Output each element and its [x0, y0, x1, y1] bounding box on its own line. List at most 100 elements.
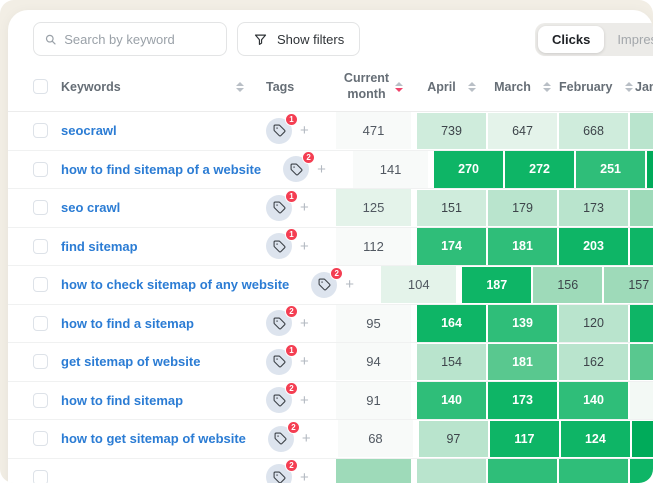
keyword-link[interactable]: how to find sitemap of a website — [61, 161, 262, 177]
current-month-cell: 68 — [337, 420, 413, 458]
heatmap-cell: 187 — [462, 266, 532, 303]
heatmap-cell: 167 — [630, 305, 653, 342]
tag-icon — [273, 394, 285, 407]
tag-chip[interactable]: 1 — [266, 112, 298, 144]
tag-icon — [274, 432, 287, 445]
heatmap-cell: 120 — [559, 305, 628, 342]
keyword-link[interactable]: how to find a sitemap — [61, 315, 194, 331]
current-month-cell: 95 — [336, 304, 411, 342]
row-checkbox[interactable] — [33, 392, 48, 408]
keyword-link[interactable]: how to check sitemap of any website — [61, 277, 290, 293]
row-checkbox[interactable] — [33, 123, 48, 139]
heatmap-cell: 270 — [434, 151, 504, 188]
tag-chip[interactable]: 2 — [311, 266, 344, 298]
heatmap-cell — [630, 459, 653, 483]
row-checkbox[interactable] — [33, 161, 48, 177]
current-month-column-header[interactable]: Current month — [336, 71, 411, 102]
month-column-header[interactable]: March — [488, 80, 557, 94]
heatmap-cell: 207 — [630, 228, 653, 265]
heatmap-cell: 272 — [505, 151, 575, 188]
add-tag-button[interactable]: + — [300, 353, 309, 371]
heatmap-cell: 193 — [630, 189, 653, 226]
row-checkbox[interactable] — [33, 354, 48, 370]
add-tag-button[interactable]: + — [301, 430, 311, 448]
tag-chip[interactable]: 2 — [266, 459, 298, 483]
keyword-link[interactable]: how to get sitemap of website — [61, 431, 246, 447]
sort-desc-icon[interactable] — [395, 81, 404, 92]
add-tag-button[interactable]: + — [300, 122, 309, 140]
keyword-link[interactable]: find sitemap — [61, 238, 138, 254]
current-month-cell: 471 — [336, 112, 411, 150]
sort-icon[interactable] — [236, 81, 244, 92]
tag-icon — [273, 124, 285, 137]
heatmap-cell: 326 — [647, 151, 653, 188]
toggle-impressions[interactable]: Impressions — [617, 32, 653, 47]
keyword-link[interactable]: seo crawl — [61, 200, 121, 216]
tag-chip[interactable]: 2 — [266, 382, 298, 414]
tag-count-badge: 2 — [285, 305, 298, 319]
table-row: how to check sitemap of any website 2 +104… — [8, 266, 653, 305]
keyword-link[interactable]: seocrawl — [61, 123, 117, 139]
table-row: how to get sitemap of website 2 +68 97 117 12… — [8, 420, 653, 459]
sort-icon[interactable] — [542, 81, 551, 92]
tag-icon — [318, 278, 331, 291]
tag-chip[interactable]: 2 — [267, 420, 300, 452]
keywords-column-header[interactable]: Keywords — [61, 79, 121, 94]
search-input[interactable] — [64, 31, 216, 47]
heatmap-cell: 647 — [488, 112, 557, 149]
tag-count-badge: 2 — [286, 420, 300, 434]
add-tag-button[interactable]: + — [317, 160, 326, 178]
table-row: find sitemap 1+112174181203207 — [8, 227, 653, 266]
select-all-checkbox[interactable] — [33, 79, 48, 94]
row-checkbox[interactable] — [33, 469, 48, 483]
heatmap-cell: 177 — [630, 343, 653, 380]
heatmap-cell: 97 — [630, 382, 653, 419]
sort-icon[interactable] — [467, 81, 476, 92]
tag-icon — [273, 471, 285, 483]
add-tag-button[interactable]: + — [300, 468, 309, 483]
heatmap-cell — [559, 459, 628, 483]
add-tag-button[interactable]: + — [300, 199, 309, 217]
tag-chip[interactable]: 2 — [266, 305, 298, 337]
add-tag-button[interactable]: + — [300, 237, 309, 255]
heatmap-cell: 151 — [417, 189, 486, 226]
tag-chip[interactable]: 1 — [266, 189, 298, 221]
sort-icon[interactable] — [624, 81, 633, 92]
tag-count-badge: 2 — [302, 151, 316, 165]
add-tag-button[interactable]: + — [300, 314, 309, 332]
funnel-icon — [254, 34, 267, 45]
heatmap-cell: 174 — [417, 228, 486, 265]
row-checkbox[interactable] — [33, 238, 48, 254]
keyword-link[interactable]: get sitemap of website — [61, 354, 201, 370]
show-filters-button[interactable]: Show filters — [237, 22, 361, 56]
tag-chip[interactable]: 1 — [266, 343, 298, 375]
month-column-header[interactable]: January — [635, 79, 653, 94]
heatmap-cell: 157 — [604, 266, 653, 303]
heatmap-cell: 173 — [559, 189, 628, 226]
heatmap-cell: 181 — [488, 343, 557, 380]
tag-chip[interactable]: 1 — [266, 228, 298, 260]
month-column-header[interactable]: April — [417, 80, 486, 94]
row-checkbox[interactable] — [33, 315, 48, 331]
tags-column-header: Tags — [266, 79, 295, 94]
month-column-header[interactable]: February — [559, 80, 633, 94]
heatmap-cell: 162 — [559, 343, 628, 380]
heatmap-cell: 668 — [559, 112, 628, 149]
show-filters-label: Show filters — [277, 31, 345, 47]
add-tag-button[interactable]: + — [345, 276, 355, 294]
heatmap-cell: 203 — [559, 228, 628, 265]
current-month-cell: 91 — [336, 381, 411, 419]
table-row: 2 + — [8, 458, 653, 483]
search-box[interactable] — [33, 22, 227, 56]
row-checkbox[interactable] — [33, 200, 48, 216]
row-checkbox[interactable] — [33, 277, 48, 293]
tag-chip[interactable]: 2 — [283, 151, 316, 183]
toggle-clicks[interactable]: Clicks — [538, 26, 605, 53]
row-checkbox[interactable] — [33, 431, 48, 447]
keyword-link[interactable]: how to find sitemap — [61, 392, 184, 408]
current-month-cell: 104 — [381, 266, 457, 304]
add-tag-button[interactable]: + — [300, 391, 309, 409]
toolbar: Show filters Clicks Impressions — [8, 10, 653, 62]
